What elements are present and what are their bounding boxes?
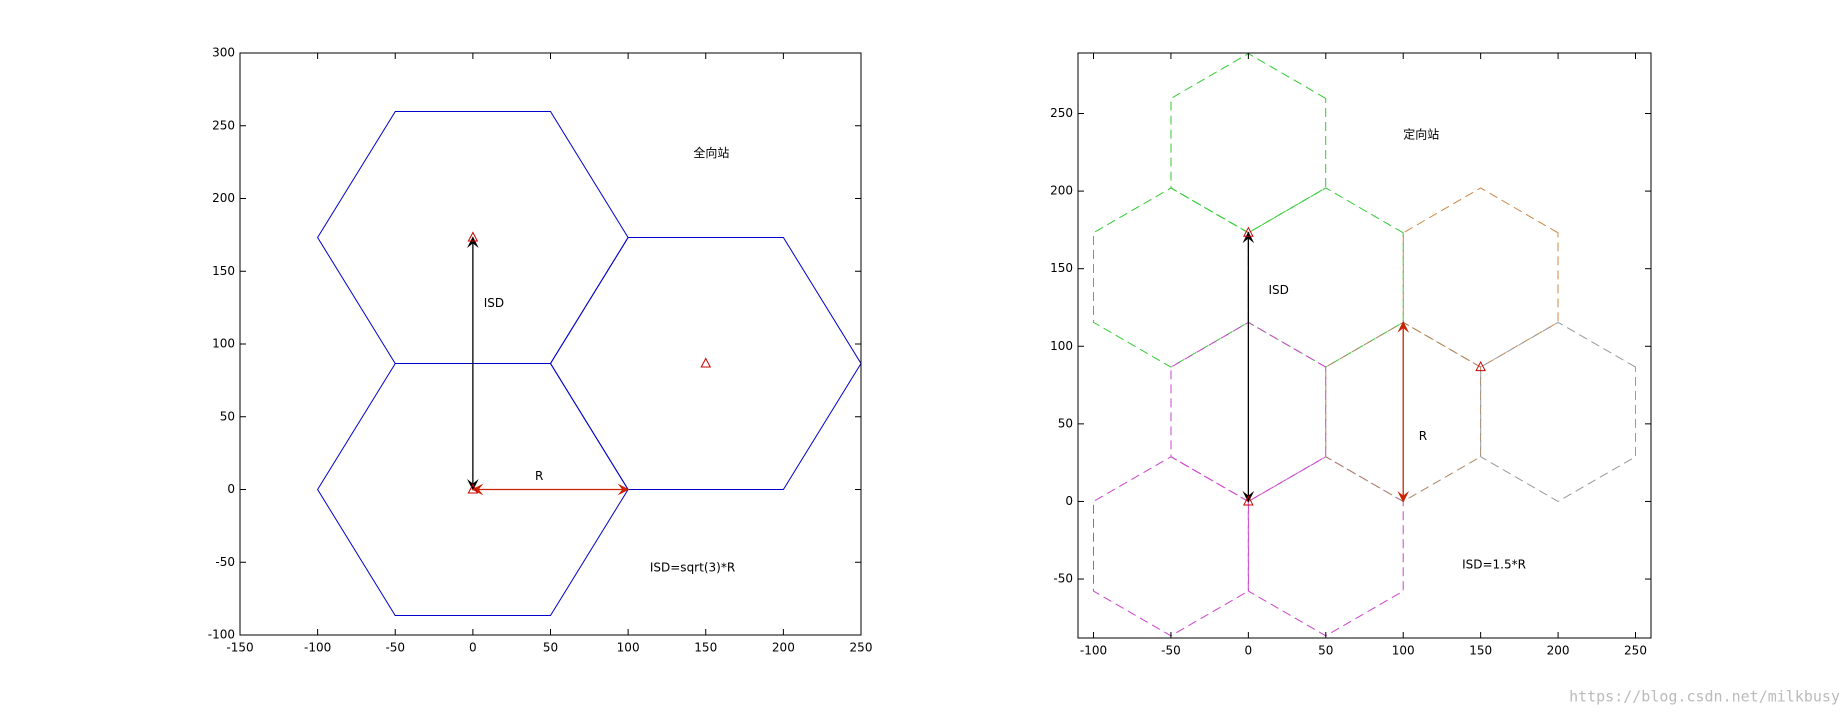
- y-tick-label: 50: [1058, 416, 1073, 430]
- y-tick-label: 300: [212, 46, 235, 60]
- x-tick-label: 100: [617, 641, 640, 655]
- annotation: ISD: [484, 296, 504, 310]
- y-tick-label: 0: [227, 482, 235, 496]
- annotation: 定向站: [1403, 127, 1439, 142]
- x-tick-label: 250: [850, 641, 873, 655]
- y-tick-label: 50: [220, 409, 235, 423]
- x-tick-label: 0: [1245, 644, 1253, 658]
- x-tick-label: -50: [1161, 644, 1181, 658]
- hexagon: [1402, 187, 1559, 368]
- site-marker: [700, 357, 712, 368]
- x-tick-label: -100: [304, 641, 331, 655]
- hexagon: [1247, 456, 1404, 637]
- site-marker: [1243, 495, 1254, 506]
- y-tick-label: 0: [1065, 494, 1073, 508]
- hexagon: [1093, 187, 1249, 368]
- site-marker: [467, 483, 479, 494]
- y-tick-label: -50: [215, 555, 235, 569]
- y-tick-label: 250: [1050, 106, 1073, 120]
- y-tick-label: -50: [1053, 572, 1073, 586]
- y-tick-label: 150: [1050, 261, 1073, 275]
- axes-frame: [1077, 52, 1652, 639]
- x-tick-label: 200: [1547, 644, 1570, 658]
- annotation: ISD=1.5*R: [1462, 558, 1526, 572]
- site-marker: [1475, 361, 1486, 372]
- hexagon: [1480, 321, 1636, 502]
- hexagon: [1170, 53, 1327, 234]
- x-tick-label: 50: [543, 641, 558, 655]
- annotation: 全向站: [693, 145, 729, 160]
- y-tick-label: 200: [1050, 184, 1073, 198]
- watermark: https://blog.csdn.net/milkbusy: [1569, 688, 1840, 706]
- x-tick-label: 150: [1469, 644, 1492, 658]
- annotation: ISD: [1268, 283, 1288, 297]
- annotation: ISD=sqrt(3)*R: [650, 561, 735, 575]
- plot-area: [317, 111, 861, 616]
- y-tick-label: 250: [212, 118, 235, 132]
- axes-frame: [239, 52, 862, 636]
- y-tick-label: 100: [1050, 339, 1073, 353]
- site-marker: [1243, 226, 1254, 237]
- hexagon: [1247, 187, 1404, 368]
- x-tick-label: -100: [1080, 644, 1107, 658]
- y-tick-label: 200: [212, 191, 235, 205]
- y-tick-label: 100: [212, 337, 235, 351]
- annotation: R: [535, 469, 543, 483]
- plot: 定向站 ISD R ISD=1.5*R -100 -50 0 50 100 150 200 250 -5…: [1050, 52, 1652, 658]
- site-marker: [467, 231, 479, 242]
- x-tick-label: 200: [772, 641, 795, 655]
- hexagon: [549, 237, 861, 490]
- plot-area: [1093, 53, 1636, 637]
- x-tick-label: -150: [226, 641, 253, 655]
- hexagon: [1093, 456, 1249, 637]
- x-tick-label: 100: [1392, 644, 1415, 658]
- x-tick-label: 0: [469, 641, 477, 655]
- annotation: R: [1419, 429, 1427, 443]
- x-tick-label: -50: [385, 641, 405, 655]
- x-tick-label: 150: [694, 641, 717, 655]
- y-tick-label: -100: [208, 628, 235, 642]
- x-tick-label: 50: [1318, 644, 1333, 658]
- y-tick-label: 150: [212, 264, 235, 278]
- x-tick-label: 250: [1624, 644, 1647, 658]
